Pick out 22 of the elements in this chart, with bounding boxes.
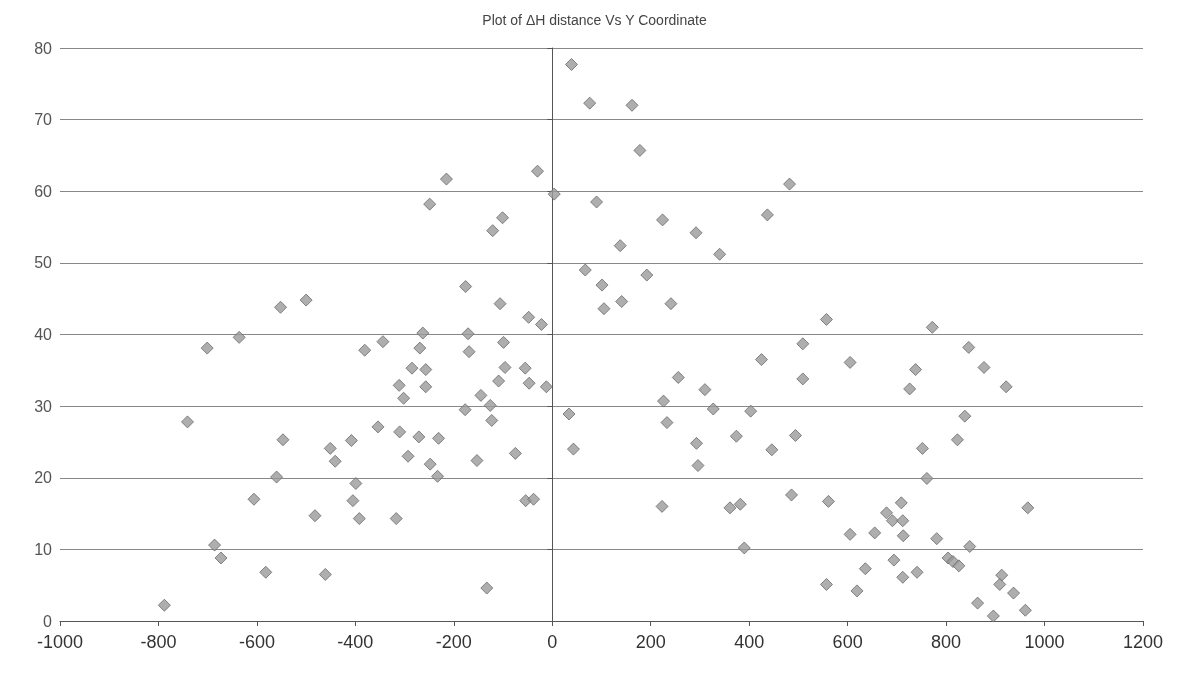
y-tick-label: 0 xyxy=(43,612,53,630)
y-tick-label: 10 xyxy=(34,540,53,558)
x-tick-label: -200 xyxy=(435,632,472,652)
x-tick-label: 1200 xyxy=(1122,632,1164,652)
x-tick-label: -1000 xyxy=(36,632,84,652)
x-tick-label: 200 xyxy=(635,632,666,652)
x-tick-label: 0 xyxy=(547,632,558,652)
x-tick-label: -800 xyxy=(140,632,177,652)
x-tick-label: -400 xyxy=(337,632,374,652)
y-tick-label: 40 xyxy=(34,326,53,343)
x-tick-label: 600 xyxy=(832,632,863,652)
y-tick-label: 80 xyxy=(34,39,53,57)
x-tick-label: -600 xyxy=(238,632,275,652)
y-tick-label: 70 xyxy=(34,111,53,129)
y-tick-label: 30 xyxy=(34,397,53,415)
y-tick-label: 50 xyxy=(34,254,53,272)
x-tick-label: 1000 xyxy=(1024,632,1065,652)
y-tick-label: 60 xyxy=(34,182,53,200)
x-tick-label: 800 xyxy=(931,632,962,652)
x-tick-label: 400 xyxy=(734,632,765,652)
chart-title: Plot of ΔH distance Vs Y Coordinate xyxy=(482,12,707,28)
y-tick-label: 20 xyxy=(34,469,53,487)
